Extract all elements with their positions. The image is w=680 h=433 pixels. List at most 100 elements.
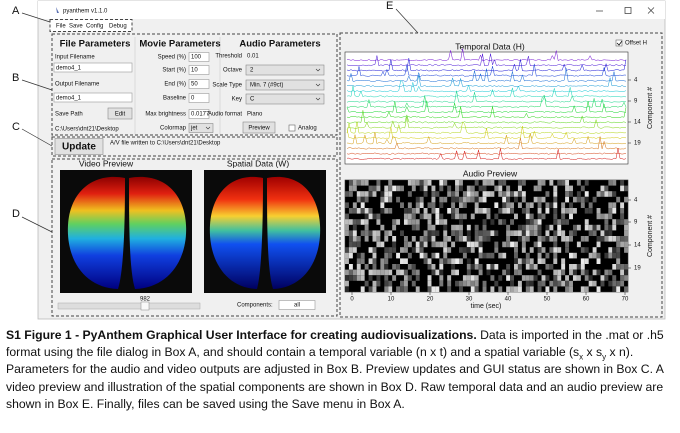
heat-cell: [466, 264, 471, 270]
checkbox[interactable]: [615, 39, 623, 47]
dropdown[interactable]: [188, 123, 214, 133]
close-icon[interactable]: [647, 7, 655, 14]
heat-cell: [592, 269, 597, 276]
menu-item[interactable]: Config: [86, 24, 103, 30]
trace: [346, 90, 626, 103]
heat-cell: [388, 269, 393, 276]
heat-cell: [494, 230, 499, 236]
heat-cell: [572, 196, 577, 203]
heat-cell: [427, 230, 432, 236]
heat-cell: [545, 286, 550, 292]
heat-cell: [435, 213, 440, 220]
box-label: C: [12, 121, 20, 133]
heat-cell: [498, 191, 503, 197]
heat-cell: [388, 191, 393, 197]
x-tick-label: 70: [622, 297, 629, 303]
heat-cell: [517, 280, 522, 287]
heat-cell: [525, 230, 530, 236]
heat-cell: [525, 280, 530, 287]
preview-button[interactable]: [242, 121, 276, 134]
heat-cell: [360, 191, 365, 197]
menu-item[interactable]: Save: [69, 24, 83, 30]
update-button[interactable]: [54, 138, 104, 155]
trace: [346, 63, 627, 77]
heat-cell: [388, 252, 393, 259]
figure-caption: S1 Figure 1 - PyAnthem Graphical User In…: [6, 327, 676, 413]
field-label: End (%): [164, 82, 186, 88]
heat-cell: [521, 224, 526, 231]
heat-cell: [384, 185, 389, 192]
heat-cell: [604, 224, 609, 231]
heat-cell: [510, 280, 515, 287]
dropdown[interactable]: [245, 79, 325, 91]
heat-cell: [624, 241, 628, 248]
heat-cell: [415, 247, 420, 253]
heat-cell: [514, 241, 518, 248]
heat-cell: [620, 275, 625, 281]
heat-cell: [498, 275, 503, 281]
heat-cell: [584, 236, 589, 242]
field-value: Min. 7 (#9ct): [250, 83, 283, 89]
heat-cell: [439, 180, 444, 186]
text-entry[interactable]: [188, 109, 210, 119]
slider-track[interactable]: [57, 302, 201, 310]
heat-cell: [470, 275, 475, 281]
menu-item[interactable]: File: [56, 24, 66, 30]
heat-cell: [502, 191, 507, 197]
text-entry[interactable]: [278, 300, 316, 310]
heat-cell: [348, 264, 353, 270]
heat-cell: [345, 202, 349, 208]
heat-cell: [470, 247, 475, 253]
slider-thumb[interactable]: [140, 301, 150, 311]
text-entry[interactable]: [188, 93, 210, 103]
heat-cell: [462, 196, 467, 203]
heat-cell: [624, 264, 628, 270]
heat-cell: [447, 286, 452, 292]
heat-cell: [514, 230, 518, 236]
heat-cell: [380, 196, 385, 203]
text-entry[interactable]: [53, 62, 133, 73]
heat-cell: [624, 286, 628, 292]
heat-cell: [557, 180, 562, 186]
heat-cell: [569, 230, 573, 236]
heat-cell: [490, 275, 495, 281]
heat-cell: [549, 224, 554, 231]
heat-cell: [360, 286, 365, 292]
field-label: Colormap: [160, 126, 187, 132]
menu-item[interactable]: Debug: [109, 24, 127, 30]
text-entry[interactable]: [53, 92, 133, 103]
heat-cell: [533, 230, 538, 236]
text-entry[interactable]: [188, 52, 210, 62]
heat-cell: [561, 202, 566, 208]
heat-cell: [584, 196, 589, 203]
heat-cell: [596, 258, 601, 264]
heat-cell: [517, 185, 522, 192]
button-label: Edit: [115, 112, 126, 118]
heat-cell: [451, 213, 456, 220]
heat-cell: [537, 213, 542, 220]
heat-cell: [502, 202, 507, 208]
dropdown[interactable]: [245, 64, 325, 76]
trace: [346, 110, 627, 124]
heat-cell: [537, 269, 542, 276]
field-value: demo4_1: [56, 96, 82, 102]
heat-cell: [549, 264, 554, 270]
heat-cell: [549, 280, 554, 287]
heat-cell: [451, 202, 456, 208]
heat-cell: [525, 236, 530, 242]
audio-fields: Threshold 0.01 Octave 2 Scale Type Min. 7 (#9…: [208, 54, 325, 118]
checkbox[interactable]: [288, 124, 296, 132]
text-entry[interactable]: [188, 65, 210, 75]
maximize-icon[interactable]: [624, 7, 632, 14]
heat-cell: [470, 185, 475, 192]
heat-cell: [572, 275, 577, 281]
text-entry[interactable]: [188, 79, 210, 89]
heat-cell: [356, 258, 361, 264]
heat-cell: [553, 185, 558, 192]
heat-cell: [388, 180, 393, 186]
edit-button[interactable]: [107, 107, 133, 120]
heat-cell: [616, 247, 621, 253]
heat-cell: [576, 224, 581, 231]
dropdown[interactable]: [245, 93, 325, 105]
heat-cell: [553, 286, 558, 292]
